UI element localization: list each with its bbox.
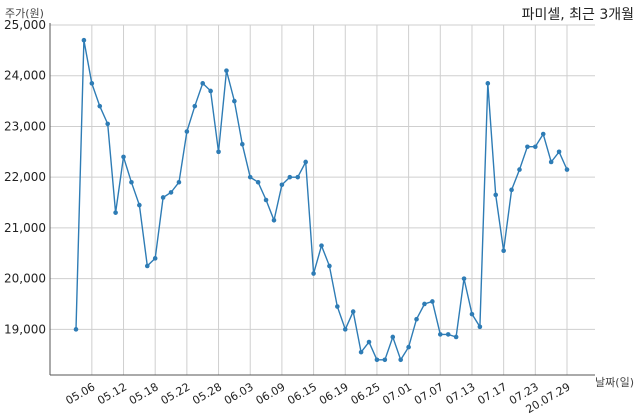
y-tick-label: 22,000 — [4, 170, 46, 184]
x-tick-label: 06.15 — [285, 380, 319, 407]
data-point — [263, 197, 269, 203]
data-point — [540, 131, 546, 137]
data-point — [224, 68, 229, 73]
x-tick-label: 07.07 — [412, 380, 446, 407]
data-point — [295, 174, 301, 180]
data-point — [73, 327, 79, 332]
data-point — [398, 357, 403, 363]
data-point — [168, 190, 174, 195]
chart-title: 파미셀, 최근 3개월 — [522, 7, 634, 23]
y-tick-label: 19,000 — [4, 322, 46, 336]
x-tick-label: 05.28 — [190, 380, 224, 407]
data-point — [335, 304, 340, 309]
y-tick-label: 23,000 — [4, 119, 46, 133]
y-tick-label: 25,000 — [4, 18, 46, 32]
data-point — [176, 179, 182, 185]
data-point — [137, 202, 142, 208]
data-point — [453, 334, 459, 340]
x-tick-label: 05.12 — [95, 380, 129, 407]
data-point — [366, 339, 372, 345]
data-point — [437, 332, 443, 337]
data-point — [97, 103, 103, 109]
data-point — [430, 299, 435, 304]
x-tick-labels: 05.0605.1205.1805.2205.2806.0306.0906.15… — [64, 380, 573, 414]
data-point — [311, 271, 316, 276]
data-point — [509, 187, 514, 193]
y-tick-label: 21,000 — [4, 221, 46, 235]
y-axis-label: 주가(원) — [5, 7, 44, 20]
x-tick-label: 05.06 — [64, 380, 98, 407]
data-point — [208, 88, 213, 94]
y-tick-labels: 19,000 20,000 21,000 22,000 23,000 24,000 25,0… — [4, 18, 46, 336]
price-series — [73, 37, 570, 363]
x-tick-label: 07.17 — [475, 380, 509, 407]
data-point — [240, 141, 245, 147]
data-point — [406, 344, 411, 350]
data-point — [493, 192, 499, 198]
data-point — [485, 81, 491, 86]
data-point — [390, 334, 396, 340]
x-tick-label: 06.03 — [222, 380, 256, 407]
grid-lines — [50, 24, 595, 375]
data-point — [152, 256, 158, 261]
data-point — [81, 37, 87, 43]
data-point — [461, 276, 467, 281]
data-point — [548, 159, 554, 165]
data-point — [517, 167, 522, 172]
x-tick-label: 05.18 — [127, 380, 161, 407]
data-point — [358, 349, 364, 355]
data-point — [89, 81, 95, 86]
data-point — [184, 129, 190, 134]
data-point — [469, 311, 475, 317]
x-tick-label: 06.19 — [317, 380, 351, 407]
data-point — [414, 316, 419, 322]
data-point — [319, 243, 324, 248]
data-point — [160, 195, 166, 200]
data-point — [445, 332, 451, 337]
data-point — [279, 182, 285, 188]
data-point — [525, 144, 530, 150]
y-tick-label: 24,000 — [4, 69, 46, 83]
data-point — [342, 327, 348, 332]
data-point — [564, 167, 570, 172]
data-point — [382, 357, 388, 363]
data-point — [113, 210, 118, 215]
data-point — [232, 98, 237, 104]
x-tick-label: 07.13 — [444, 380, 478, 407]
data-point — [247, 174, 253, 180]
x-tick-label: 07.01 — [380, 380, 414, 407]
x-axis-label: 날짜(일) — [595, 375, 634, 389]
data-point — [129, 179, 134, 185]
data-point — [374, 357, 380, 363]
data-point — [303, 159, 308, 165]
data-point — [200, 81, 206, 86]
data-point — [255, 179, 261, 185]
data-point — [327, 263, 332, 269]
data-point — [422, 301, 427, 307]
axes — [49, 23, 595, 376]
data-point — [477, 324, 483, 330]
data-point — [105, 121, 110, 127]
data-point — [216, 149, 221, 155]
data-point — [121, 154, 126, 160]
data-point — [533, 144, 538, 150]
data-point — [350, 309, 356, 314]
data-point — [287, 174, 293, 180]
data-point — [192, 103, 198, 109]
x-tick-label: 05.22 — [159, 380, 193, 407]
x-tick-label: 06.25 — [349, 380, 383, 407]
data-point — [556, 149, 562, 155]
x-tick-label: 06.09 — [254, 380, 288, 407]
data-point — [144, 263, 150, 269]
data-point — [501, 248, 506, 254]
y-tick-label: 20,000 — [4, 272, 46, 286]
data-point — [271, 217, 277, 223]
series-line — [75, 40, 568, 362]
